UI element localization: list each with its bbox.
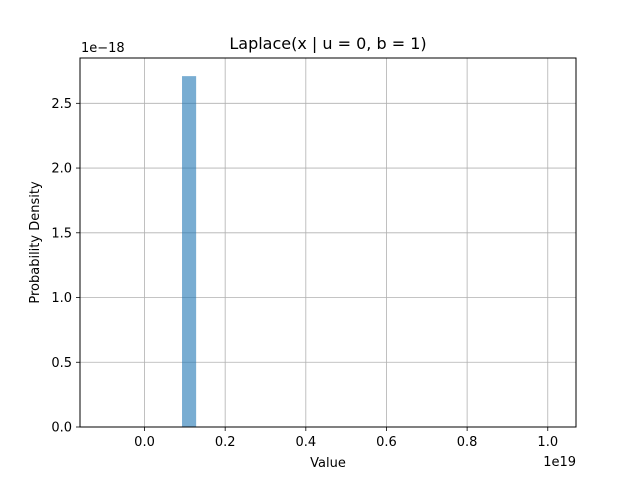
y-axis-offset-label: 1e−18 [81, 41, 125, 56]
y-tick-label-2: 1.0 [51, 291, 72, 306]
x-axis-ticks: 0.0 0.2 0.4 0.6 0.8 1.0 [134, 427, 558, 450]
y-tick-label-1: 0.5 [51, 356, 72, 371]
bars [182, 76, 197, 427]
x-tick-label-1: 0.2 [215, 435, 236, 450]
x-tick-label-4: 0.8 [457, 435, 478, 450]
y-axis-ticks: 0.0 0.5 1.0 1.5 2.0 2.5 [51, 97, 80, 436]
x-axis-offset-label: 1e19 [543, 455, 576, 470]
plot-area-frame [79, 57, 577, 428]
y-tick-label-0: 0.0 [51, 421, 72, 436]
x-tick-label-5: 1.0 [537, 435, 558, 450]
chart-title: Laplace(x | u = 0, b = 1) [229, 34, 426, 53]
y-tick-label-3: 1.5 [51, 226, 72, 241]
x-axis-label: Value [310, 456, 346, 471]
x-tick-label-2: 0.4 [295, 435, 316, 450]
x-tick-label-3: 0.6 [376, 435, 397, 450]
y-axis-label: Probability Density [28, 181, 43, 304]
y-tick-label-4: 2.0 [51, 162, 72, 177]
x-tick-label-0: 0.0 [134, 435, 155, 450]
y-tick-label-5: 2.5 [51, 97, 72, 112]
histogram-bar-0 [182, 76, 197, 427]
